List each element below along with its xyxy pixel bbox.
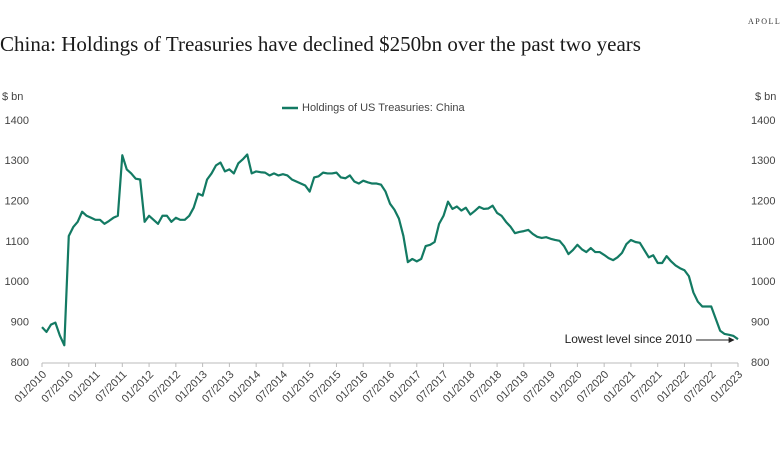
y2-tick-label: 1000 — [751, 276, 775, 288]
y-axis-label: $ bn — [2, 91, 23, 103]
y2-axis-label: $ bn — [755, 91, 776, 103]
y2-tick-label: 1200 — [751, 196, 775, 208]
y-tick-label: 1300 — [5, 155, 29, 167]
y-tick-label: 1100 — [5, 236, 29, 248]
y2-tick-label: 1300 — [751, 155, 775, 167]
y2-tick-label: 800 — [751, 357, 769, 369]
y-tick-label: 1200 — [5, 196, 29, 208]
y2-tick-label: 1100 — [751, 236, 775, 248]
y-tick-label: 1400 — [5, 115, 29, 127]
legend-label: Holdings of US Treasuries: China — [302, 102, 466, 114]
annotation: Lowest level since 2010 — [565, 332, 693, 346]
y-tick-label: 800 — [11, 357, 29, 369]
brand: APOLLO — [748, 17, 780, 26]
chart-title: China: Holdings of Treasuries have decli… — [0, 32, 641, 56]
y2-tick-label: 900 — [751, 317, 769, 329]
y-tick-label: 900 — [11, 317, 29, 329]
y2-tick-label: 1400 — [751, 115, 775, 127]
y-tick-label: 1000 — [5, 276, 29, 288]
data-line — [41, 153, 739, 347]
